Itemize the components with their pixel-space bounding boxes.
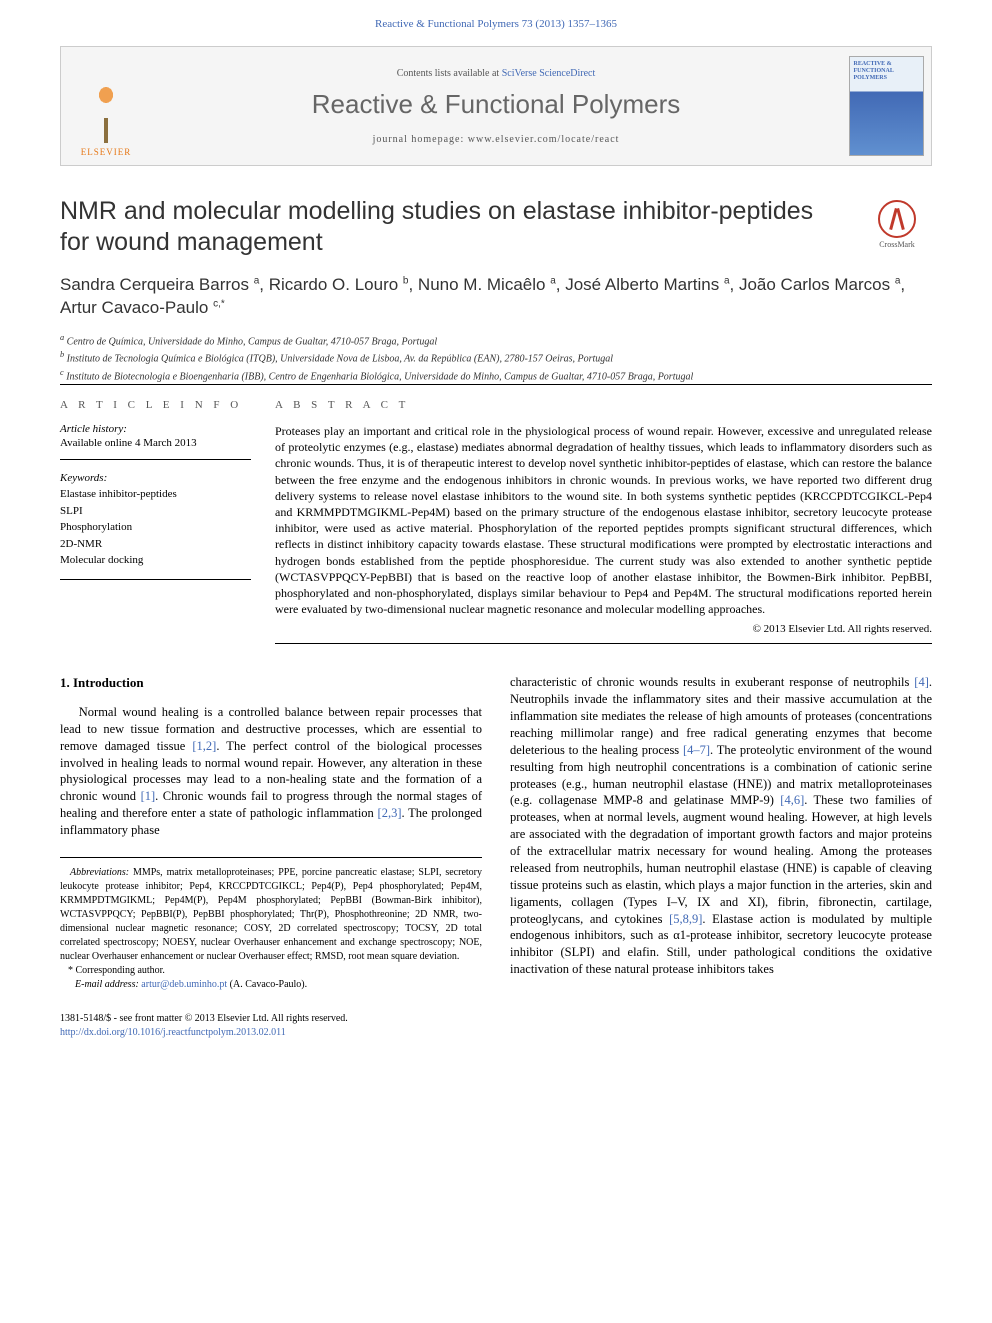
abbrev-text: MMPs, matrix metalloproteinases; PPE, po… xyxy=(60,867,482,962)
journal-homepage: journal homepage: www.elsevier.com/locat… xyxy=(373,134,620,145)
body-two-column: 1. Introduction Normal wound healing is … xyxy=(60,674,932,992)
page-footer: 1381-5148/$ - see front matter © 2013 El… xyxy=(60,1012,932,1040)
homepage-url[interactable]: www.elsevier.com/locate/react xyxy=(468,134,620,145)
issn-line: 1381-5148/$ - see front matter © 2013 El… xyxy=(60,1012,932,1026)
keyword-item: Phosphorylation xyxy=(60,519,251,536)
abstract-body: Proteases play an important and critical… xyxy=(275,423,932,617)
citation-link[interactable]: [1] xyxy=(141,789,156,803)
journal-cover[interactable]: REACTIVE & FUNCTIONAL POLYMERS xyxy=(849,56,924,156)
elsevier-label: ELSEVIER xyxy=(81,147,132,157)
banner-center: Contents lists available at SciVerse Sci… xyxy=(151,47,841,165)
intro-para-2: characteristic of chronic wounds results… xyxy=(510,674,932,978)
citation-link[interactable]: [4,6] xyxy=(780,793,804,807)
keywords-list: Elastase inhibitor-peptidesSLPIPhosphory… xyxy=(60,486,251,580)
citation-link[interactable]: [2,3] xyxy=(378,806,402,820)
citation-link[interactable]: [5,8,9] xyxy=(669,912,702,926)
affiliations: a Centro de Química, Universidade do Min… xyxy=(60,332,932,384)
keyword-item: SLPI xyxy=(60,503,251,520)
journal-name: Reactive & Functional Polymers xyxy=(312,89,680,120)
keyword-item: Molecular docking xyxy=(60,552,251,569)
abbrev-label: Abbreviations: xyxy=(70,867,129,878)
sciencedirect-link[interactable]: SciVerse ScienceDirect xyxy=(502,68,596,79)
journal-banner: ELSEVIER Contents lists available at Sci… xyxy=(60,46,932,166)
homepage-pre: journal homepage: xyxy=(373,134,468,145)
abstract-column: A B S T R A C T Proteases play an import… xyxy=(275,384,932,644)
journal-cover-zone: REACTIVE & FUNCTIONAL POLYMERS xyxy=(841,47,931,165)
elsevier-tree-icon xyxy=(81,83,131,143)
corresponding-email-link[interactable]: artur@deb.uminho.pt xyxy=(141,979,227,990)
abstract-rule xyxy=(275,643,932,644)
keyword-item: 2D-NMR xyxy=(60,536,251,553)
article-history-label: Article history: xyxy=(60,423,251,435)
citation-link[interactable]: [4] xyxy=(914,675,929,689)
abstract-copyright: © 2013 Elsevier Ltd. All rights reserved… xyxy=(275,623,932,635)
citation-link[interactable]: [4–7] xyxy=(683,743,710,757)
article-info-heading: A R T I C L E I N F O xyxy=(60,399,251,411)
elsevier-logo[interactable]: ELSEVIER xyxy=(71,57,141,157)
email-label: E-mail address: xyxy=(75,979,139,990)
citation-link[interactable]: [1,2] xyxy=(192,739,216,753)
intro-para-1: Normal wound healing is a controlled bal… xyxy=(60,704,482,839)
article-title: NMR and molecular modelling studies on e… xyxy=(60,196,842,259)
article-front-matter: NMR and molecular modelling studies on e… xyxy=(60,196,932,644)
abbreviations-footnote: Abbreviations: MMPs, matrix metalloprote… xyxy=(60,866,482,964)
keyword-item: Elastase inhibitor-peptides xyxy=(60,486,251,503)
footnotes-block: Abbreviations: MMPs, matrix metalloprote… xyxy=(60,857,482,992)
crossmark-label: CrossMark xyxy=(879,240,915,249)
journal-cover-text: REACTIVE & FUNCTIONAL POLYMERS xyxy=(850,57,923,87)
article-info-column: A R T I C L E I N F O Article history: A… xyxy=(60,384,275,644)
elsevier-logo-zone: ELSEVIER xyxy=(61,47,151,165)
doi-link[interactable]: http://dx.doi.org/10.1016/j.reactfunctpo… xyxy=(60,1027,286,1038)
email-suffix: (A. Cavaco-Paulo). xyxy=(227,979,307,990)
abstract-heading: A B S T R A C T xyxy=(275,399,932,411)
crossmark-badge[interactable]: CrossMark xyxy=(862,196,932,249)
contents-pre: Contents lists available at xyxy=(397,68,502,79)
article-history-text: Available online 4 March 2013 xyxy=(60,437,251,460)
section-1-heading: 1. Introduction xyxy=(60,674,482,692)
corresponding-author-footnote: * Corresponding author. xyxy=(60,964,482,978)
contents-line: Contents lists available at SciVerse Sci… xyxy=(397,68,596,79)
keywords-label: Keywords: xyxy=(60,472,251,484)
email-footnote: E-mail address: artur@deb.uminho.pt (A. … xyxy=(60,978,482,992)
page-citation: Reactive & Functional Polymers 73 (2013)… xyxy=(0,0,992,38)
authors: Sandra Cerqueira Barros a, Ricardo O. Lo… xyxy=(60,273,932,321)
crossmark-icon xyxy=(878,200,916,238)
